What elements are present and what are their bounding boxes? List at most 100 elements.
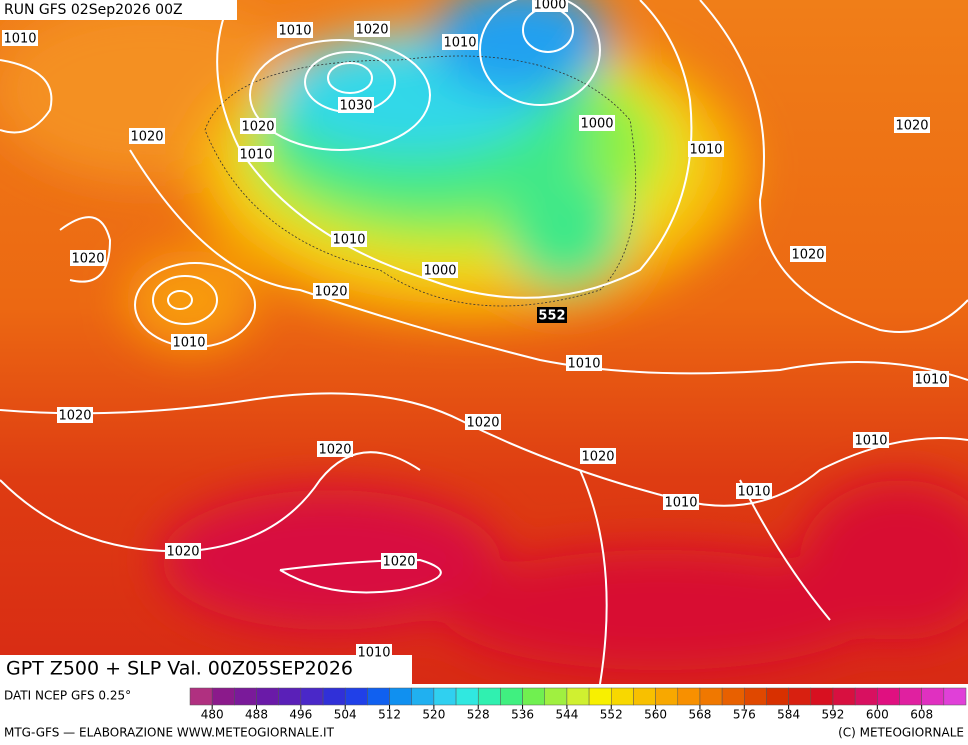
title-box xyxy=(0,655,412,684)
label-box xyxy=(579,115,615,131)
isobar-label: 1020 xyxy=(466,416,499,431)
colorbar-swatch xyxy=(877,687,900,706)
run-label: RUN GFS 02Sep2026 00Z xyxy=(4,2,183,18)
colorbar-swatch xyxy=(788,687,812,706)
geopotential-label: 552 xyxy=(538,309,565,324)
isobar-label: 1010 xyxy=(737,485,770,500)
colorbar-swatch xyxy=(234,687,257,706)
isobar-label: 1000 xyxy=(533,0,566,13)
colorbar-swatch xyxy=(322,687,346,706)
label-box xyxy=(736,483,772,499)
contour-552 xyxy=(204,55,637,307)
colorbar-tick-label: 528 xyxy=(467,708,490,722)
colorbar-swatch xyxy=(943,687,967,706)
colorbar-tick-label: 496 xyxy=(289,708,312,722)
colorbar-swatch xyxy=(455,687,479,706)
isobar-label: 1010 xyxy=(357,646,390,661)
colorbar-swatch xyxy=(921,687,945,706)
label-box xyxy=(165,543,201,559)
colorbar: 480 488 496 504 512 520 528 536 544 552 560 568 576 5… xyxy=(189,687,967,722)
run-label-box xyxy=(0,0,237,20)
colorbar-swatch xyxy=(256,687,279,706)
label-box xyxy=(465,414,501,430)
isobar-label: 1010 xyxy=(914,373,947,388)
isobar-label: 1020 xyxy=(241,120,274,135)
label-box xyxy=(532,0,568,12)
colorbar-tick-label: 608 xyxy=(910,708,933,722)
colorbar-tick-label: 488 xyxy=(245,708,268,722)
label-box xyxy=(129,128,165,144)
isobar-label: 1010 xyxy=(689,143,722,158)
colorbar-tick-label: 512 xyxy=(378,708,401,722)
colorbar-swatch xyxy=(744,687,767,706)
isobar-labels: 1010 1010 1020 1000 1010 1020 1020 1030 1010 1000… xyxy=(2,0,949,661)
isobar-label: 1010 xyxy=(664,496,697,511)
isobars xyxy=(0,0,968,684)
colorbar-swatch xyxy=(655,687,679,706)
colorbar-swatch xyxy=(278,687,302,706)
label-box xyxy=(663,494,699,510)
colorbar-swatch xyxy=(411,687,435,706)
isobar-label: 1020 xyxy=(58,409,91,424)
colorbar-tick-label: 592 xyxy=(822,708,845,722)
colorbar-swatch xyxy=(633,687,656,706)
colorbar-swatch xyxy=(500,687,523,706)
label-box xyxy=(688,141,724,157)
colorbar-swatch xyxy=(211,687,235,706)
label-box xyxy=(277,22,313,38)
colorbar-swatch xyxy=(189,687,213,706)
map-title: GPT Z500 + SLP Val. 00Z05SEP2026 xyxy=(6,658,353,680)
colorbar-swatch xyxy=(899,687,922,706)
label-box xyxy=(171,334,207,350)
isobar-label: 1020 xyxy=(130,130,163,145)
colorbar-swatch xyxy=(677,687,701,706)
colorbar-swatch xyxy=(766,687,789,706)
colorbar-swatch xyxy=(854,687,878,706)
label-box xyxy=(853,432,889,448)
colorbar-tick-label: 576 xyxy=(733,708,756,722)
colorbar-tick-label: 568 xyxy=(688,708,711,722)
isobar-label: 1010 xyxy=(854,434,887,449)
colorbar-swatch xyxy=(433,687,457,706)
label-box xyxy=(913,371,949,387)
label-box xyxy=(790,246,826,262)
source-note: DATI NCEP GFS 0.25° xyxy=(4,689,131,703)
isobar-label: 1020 xyxy=(382,555,415,570)
isobar-label: 1010 xyxy=(239,148,272,163)
label-box xyxy=(331,231,367,247)
colorbar-swatch xyxy=(522,687,545,706)
label-box xyxy=(238,146,274,162)
label-box xyxy=(240,118,276,134)
colorbar-swatch xyxy=(566,687,590,706)
colorbar-swatch xyxy=(611,687,634,706)
colorbar-tick-label: 552 xyxy=(600,708,623,722)
isobar-label: 1020 xyxy=(318,443,351,458)
colorbar-tick-label: 504 xyxy=(334,708,357,722)
label-box xyxy=(70,250,106,266)
isobar-label: 1020 xyxy=(581,450,614,465)
label-box xyxy=(580,448,616,464)
colorbar-swatch xyxy=(300,687,324,706)
isobar-label: 1020 xyxy=(71,252,104,267)
isobar-label: 1010 xyxy=(443,36,476,51)
isobar-label: 1010 xyxy=(278,24,311,39)
label-box xyxy=(894,117,930,133)
label-box xyxy=(2,30,38,46)
colorbar-tick-label: 544 xyxy=(555,708,578,722)
label-box xyxy=(566,355,602,371)
height-field xyxy=(0,0,968,670)
label-box xyxy=(338,97,374,113)
colorbar-tick-label: 600 xyxy=(866,708,889,722)
label-box xyxy=(57,407,93,423)
colorbar-swatch xyxy=(544,687,568,706)
isobar-label: 1010 xyxy=(332,233,365,248)
isobar-label: 1000 xyxy=(423,264,456,279)
label-box xyxy=(354,21,390,37)
colorbar-tick-label: 536 xyxy=(511,708,534,722)
colorbar-swatch xyxy=(832,687,856,706)
label-box xyxy=(317,441,353,457)
label-box xyxy=(356,644,392,660)
isobar-label: 1020 xyxy=(314,285,347,300)
colorbar-swatch xyxy=(699,687,723,706)
